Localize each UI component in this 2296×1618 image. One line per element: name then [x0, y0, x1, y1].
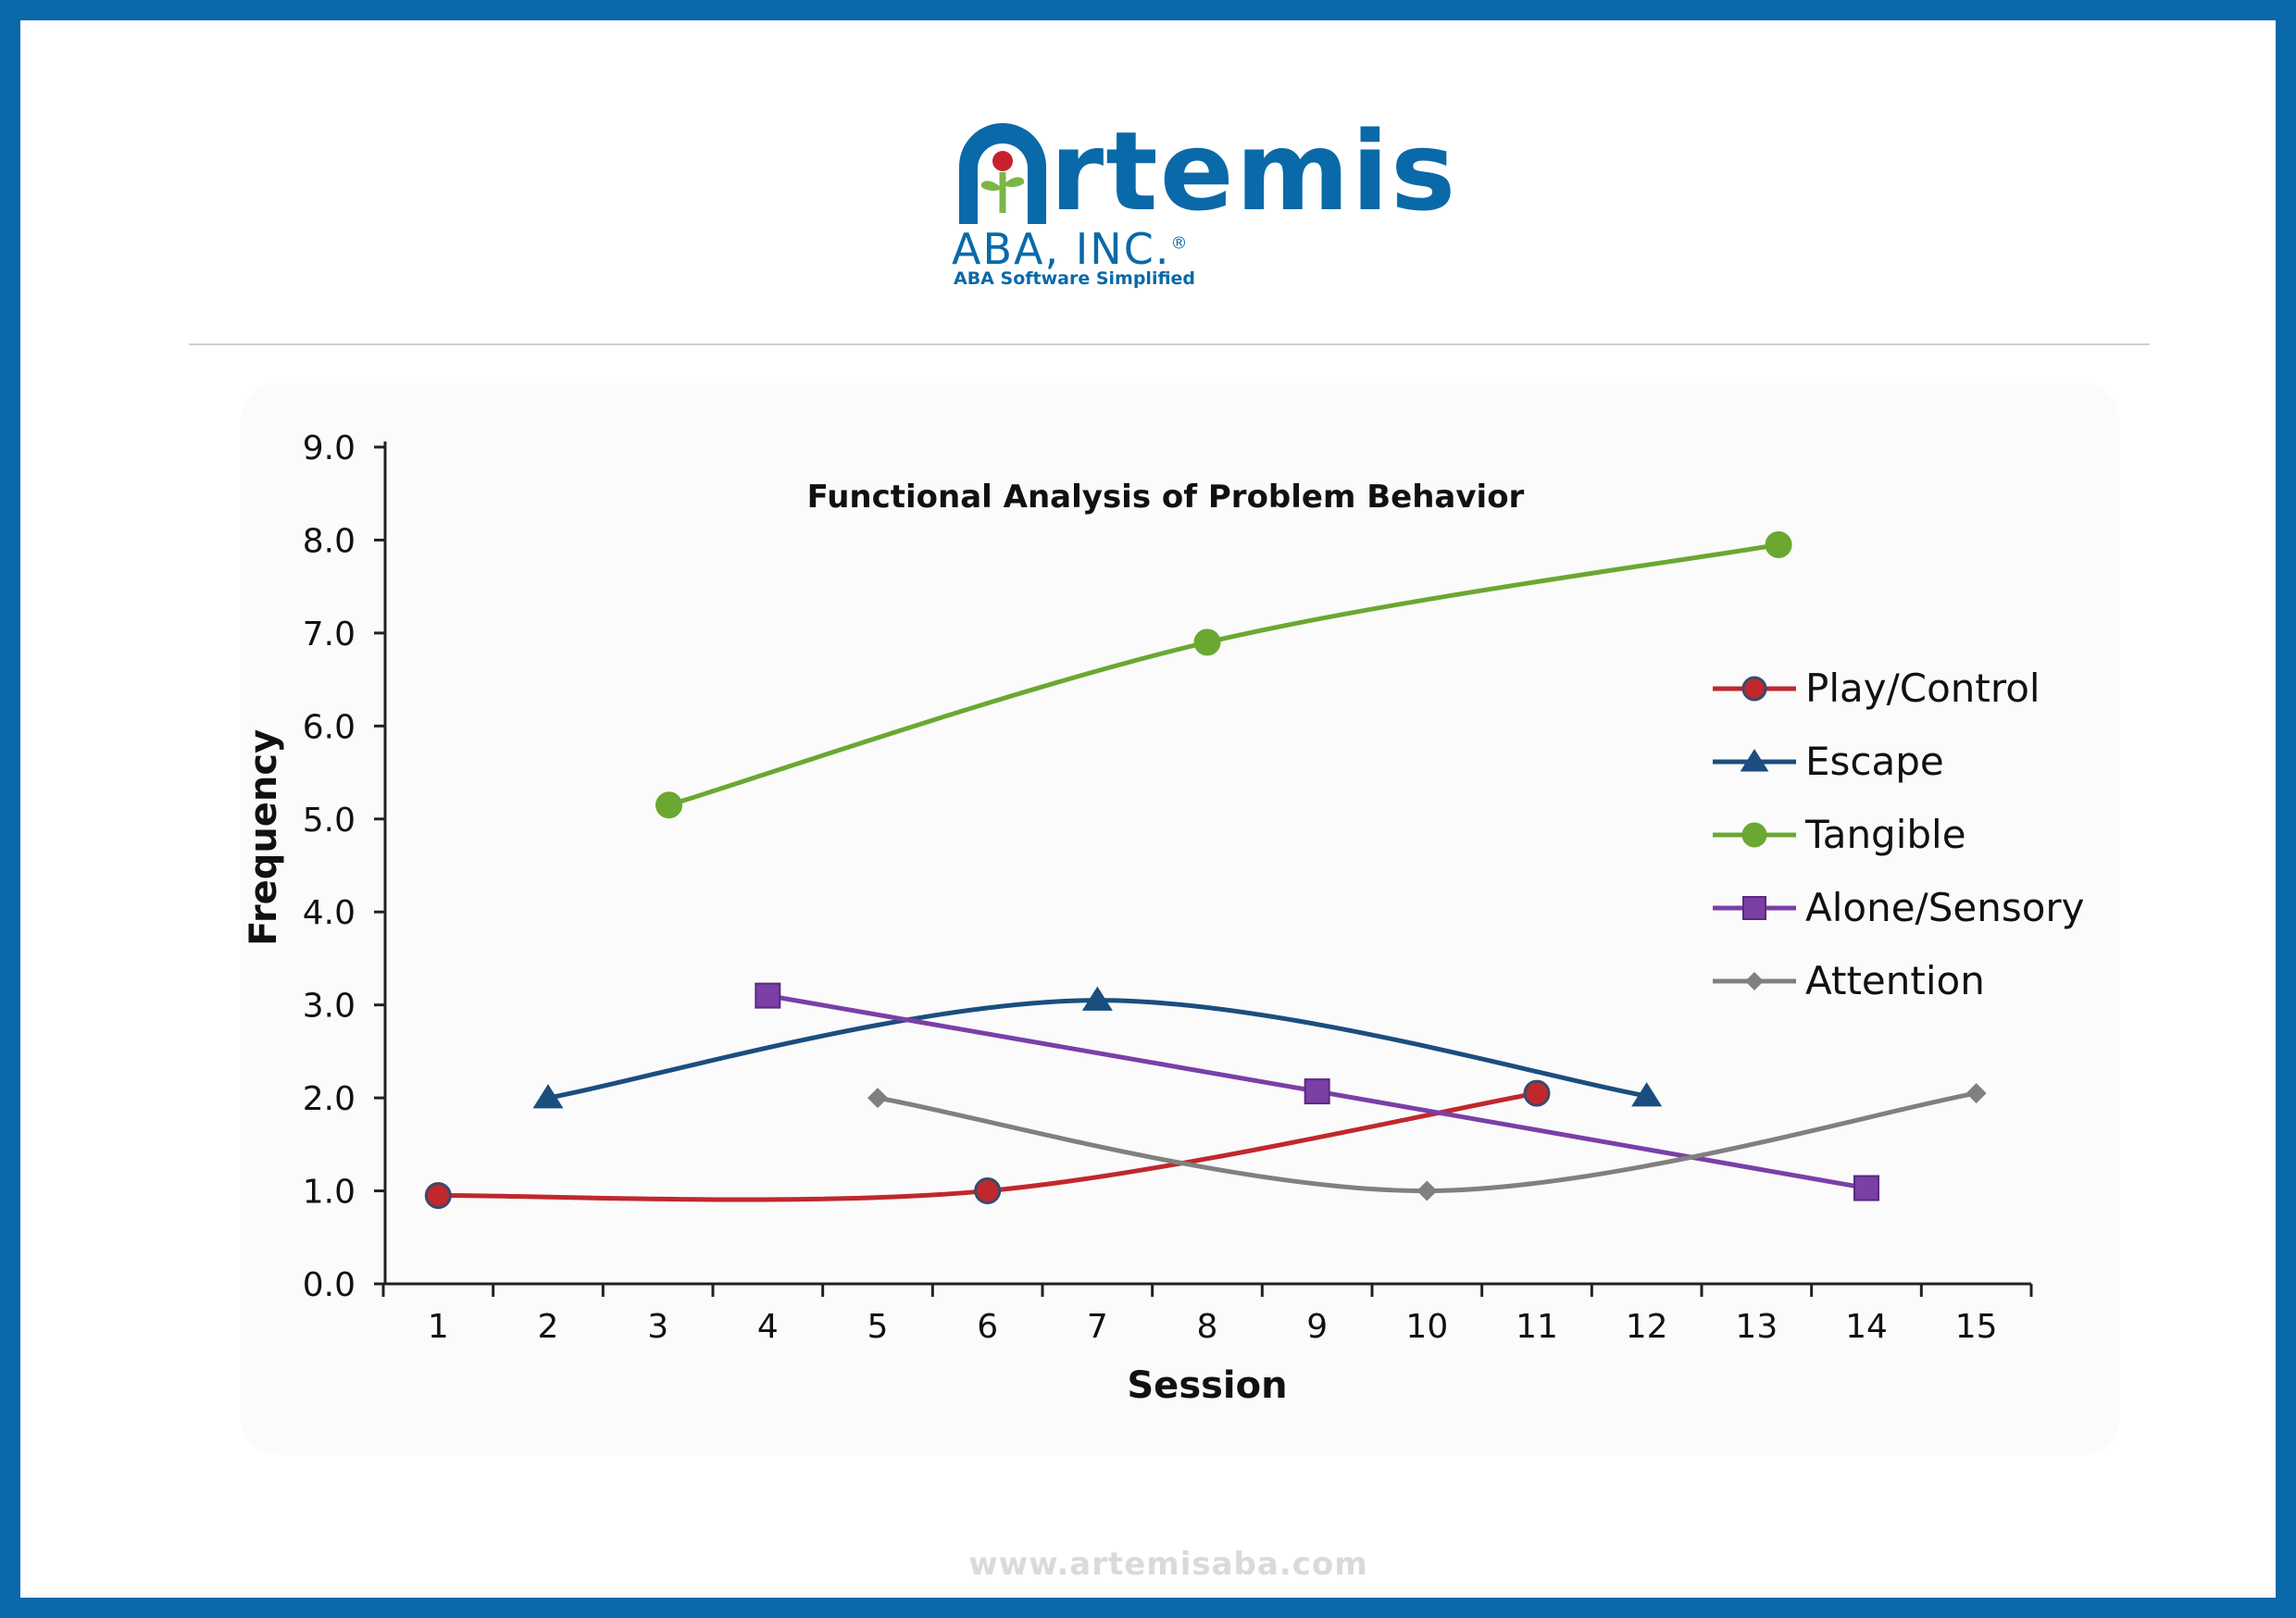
registered-mark: ® [1170, 233, 1190, 254]
logo-sprout-icon [959, 123, 1046, 224]
data-point-attention [1416, 1180, 1438, 1201]
y-tick-label: 4.0 [303, 894, 356, 932]
line-chart: Functional Analysis of Problem Behavior 0… [243, 429, 2085, 1407]
brand-tagline: ABA Software Simplified [954, 268, 1196, 289]
data-point-play-control [974, 1177, 1002, 1205]
data-point-play-control [1523, 1079, 1551, 1107]
data-point-escape [1081, 986, 1113, 1011]
x-tick-label: 14 [1845, 1308, 1888, 1346]
data-point-tangible [1765, 530, 1792, 558]
legend-label-escape: Escape [1805, 739, 1944, 784]
artemis-logo: rtemis ABA, INC.® ABA Software Simplifie… [946, 113, 1455, 298]
data-point-alone-sensory [1853, 1175, 1879, 1201]
x-tick-label: 1 [428, 1308, 449, 1346]
y-tick-label: 3.0 [303, 988, 356, 1026]
brand-subtitle-text: ABA, INC. [952, 224, 1171, 274]
data-point-attention [1965, 1083, 1987, 1104]
legend-marker-attention [1745, 972, 1764, 990]
y-tick-label: 8.0 [303, 522, 356, 560]
x-axis-title: Session [1127, 1364, 1287, 1407]
x-tick-label: 11 [1516, 1308, 1558, 1346]
x-tick-label: 10 [1405, 1308, 1448, 1346]
data-point-escape [532, 1084, 564, 1109]
x-tick-label: 6 [977, 1308, 998, 1346]
y-axis-title: Frequency [243, 729, 285, 946]
legend-marker-tangible [1741, 822, 1767, 848]
y-tick-label: 7.0 [303, 616, 356, 653]
legend-label-attention: Attention [1805, 958, 1985, 1003]
y-tick-label: 0.0 [303, 1266, 356, 1304]
data-point-escape [1631, 1082, 1663, 1107]
x-tick-label: 9 [1306, 1308, 1328, 1346]
brand-subtitle: ABA, INC.® [952, 224, 1189, 274]
x-tick-label: 7 [1087, 1308, 1108, 1346]
series-line-escape [545, 998, 1650, 1101]
legend-marker-play-control [1741, 676, 1767, 702]
data-point-tangible [1193, 629, 1221, 656]
brand-name: rtemis [1050, 117, 1457, 226]
x-tick-label: 2 [538, 1308, 559, 1346]
legend-label-play-control: Play/Control [1805, 666, 2040, 711]
y-tick-label: 5.0 [303, 802, 356, 840]
chart-card: Functional Analysis of Problem Behavior 0… [241, 383, 2120, 1455]
data-point-attention [867, 1088, 888, 1109]
brand-name-text: rtemis [1050, 107, 1458, 235]
legend-marker-escape [1740, 749, 1769, 772]
x-tick-label: 4 [757, 1308, 779, 1346]
data-point-tangible [655, 791, 683, 819]
series-line-tangible [667, 541, 1781, 808]
x-tick-label: 8 [1197, 1308, 1218, 1346]
x-tick-label: 15 [1955, 1308, 1998, 1346]
legend-marker-alone-sensory [1742, 896, 1766, 920]
website-url[interactable]: www.artemisaba.com [968, 1546, 1368, 1583]
y-tick-label: 9.0 [303, 429, 356, 467]
legend-label-tangible: Tangible [1804, 812, 1966, 857]
x-tick-label: 12 [1626, 1308, 1668, 1346]
x-tick-label: 5 [867, 1308, 889, 1346]
x-tick-label: 3 [647, 1308, 668, 1346]
y-tick-label: 2.0 [303, 1080, 356, 1118]
data-point-alone-sensory [755, 982, 781, 1009]
y-tick-label: 6.0 [303, 708, 356, 746]
data-point-play-control [424, 1182, 452, 1210]
legend-label-alone-sensory: Alone/Sensory [1805, 885, 2085, 930]
data-point-alone-sensory [1304, 1078, 1330, 1105]
y-tick-label: 1.0 [303, 1174, 356, 1212]
x-tick-label: 13 [1735, 1308, 1778, 1346]
header-divider [189, 343, 2150, 345]
chart-title: Functional Analysis of Problem Behavior [807, 479, 1525, 516]
